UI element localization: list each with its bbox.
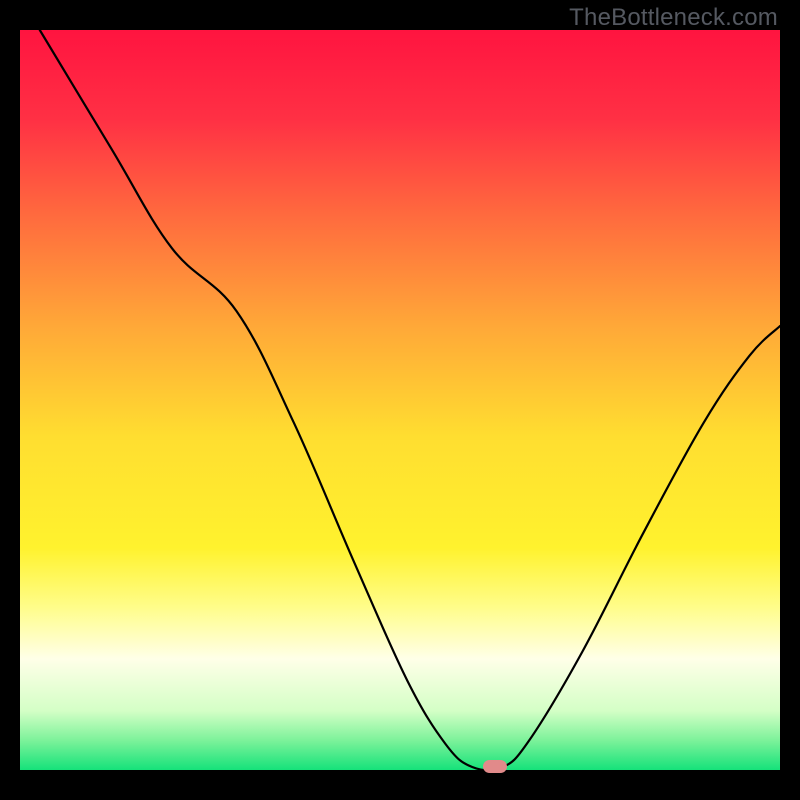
watermark-text: TheBottleneck.com [569,4,778,32]
bottleneck-curve [20,30,780,770]
chart-frame [0,0,800,800]
optimal-marker [483,760,507,773]
plot-area [20,30,780,770]
